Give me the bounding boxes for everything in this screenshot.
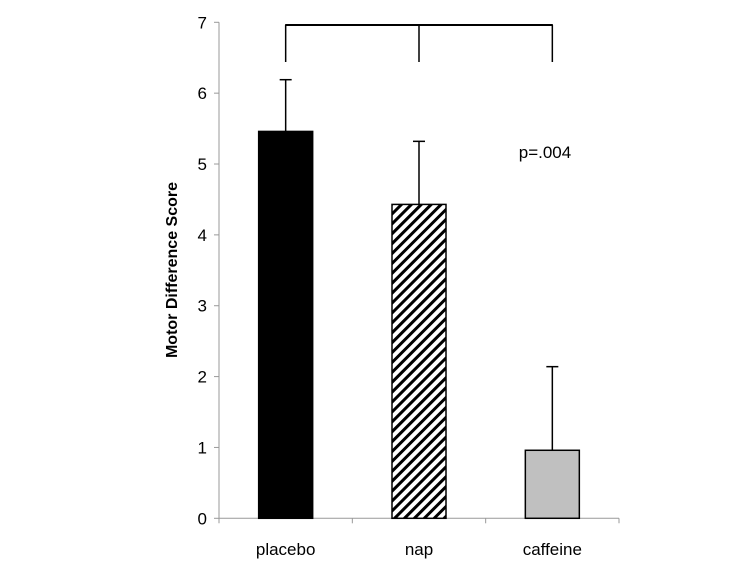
y-tick-label: 6 [198, 84, 207, 103]
y-axis-title: Motor Difference Score [164, 182, 181, 358]
y-tick-label: 1 [198, 438, 207, 457]
y-tick-label: 4 [198, 226, 207, 245]
y-tick-label: 5 [198, 155, 207, 174]
y-tick-label: 2 [198, 368, 207, 387]
bar-placebo [257, 130, 314, 520]
bar-caffeine [524, 449, 581, 520]
x-tick-label: placebo [256, 540, 316, 559]
x-tick-label: caffeine [523, 540, 582, 559]
y-tick-label: 3 [198, 297, 207, 316]
y-tick-label: 7 [198, 13, 207, 32]
p-value-annotation: p=.004 [519, 143, 571, 162]
y-tick-label: 0 [198, 509, 207, 528]
bar-nap [391, 203, 447, 520]
x-tick-label: nap [405, 540, 433, 559]
